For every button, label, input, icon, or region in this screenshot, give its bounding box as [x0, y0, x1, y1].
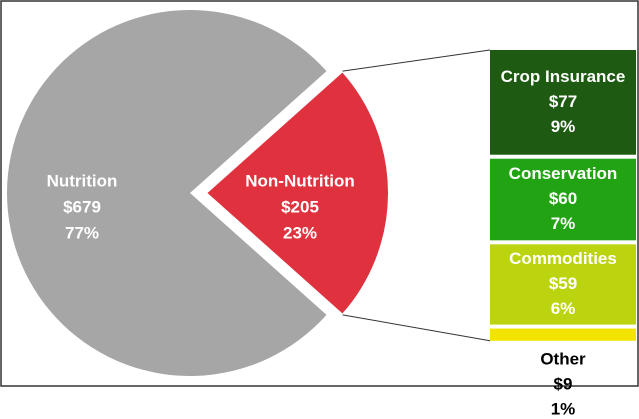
bar-value: $77 [549, 92, 577, 111]
bar-label: Conservation [509, 164, 618, 183]
bar-label: Commodities [509, 249, 617, 268]
slice-value: $679 [63, 197, 101, 216]
bar-percent: 6% [551, 299, 576, 318]
connector [342, 49, 491, 72]
bar-value: $59 [549, 274, 577, 293]
bar-label: Crop Insurance [501, 67, 626, 86]
slice-label: Nutrition [47, 171, 118, 190]
connector [342, 314, 491, 342]
bar-percent: 1% [551, 399, 576, 418]
breakdown-bar [490, 158, 636, 241]
breakdown-bar [490, 50, 636, 155]
bar-percent: 9% [551, 117, 576, 136]
bar-value: $60 [549, 189, 577, 208]
bar-label: Other [540, 349, 586, 368]
pie-slice [204, 69, 390, 317]
breakdown-bar [490, 328, 636, 341]
slice-percent: 23% [283, 223, 317, 242]
pie-slice [7, 9, 327, 377]
slice-value: $205 [281, 197, 319, 216]
slice-percent: 77% [65, 223, 99, 242]
breakdown-bar [490, 244, 636, 325]
bar-value: $9 [554, 374, 573, 393]
slice-label: Non-Nutrition [245, 171, 355, 190]
bar-percent: 7% [551, 214, 576, 233]
